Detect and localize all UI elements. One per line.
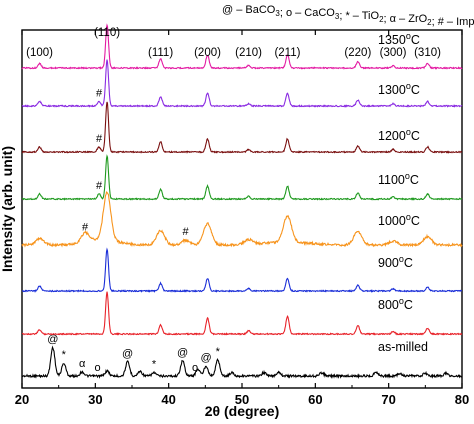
series-line-5 bbox=[21, 101, 463, 154]
series-line-1 bbox=[21, 291, 463, 336]
hkl-label: (310) bbox=[414, 47, 441, 59]
legend-item: α – ZrO bbox=[390, 13, 428, 25]
legend-text: @ – BaCO3; o – CaCO3; * – TiO2; α – ZrO2… bbox=[222, 4, 474, 28]
series-line-7 bbox=[21, 23, 463, 70]
phase-marker: # bbox=[96, 133, 103, 145]
phase-marker: o bbox=[94, 362, 100, 374]
series-label: 1000oC bbox=[378, 212, 420, 228]
series-label: 1200oC bbox=[378, 127, 420, 143]
legend: @ – BaCO3; o – CaCO3; * – TiO2; α – ZrO2… bbox=[222, 4, 474, 28]
series-line-3 bbox=[21, 191, 463, 248]
hkl-label: (100) bbox=[26, 47, 53, 59]
series-label: 1300oC bbox=[378, 81, 420, 97]
series-7: 1350oC bbox=[21, 23, 463, 70]
series-line-2 bbox=[21, 247, 463, 293]
series-label: 800oC bbox=[378, 296, 413, 312]
x-tick-label: 60 bbox=[308, 392, 322, 407]
series-label: as-milled bbox=[378, 340, 428, 354]
phase-marker: # bbox=[82, 221, 89, 233]
phase-marker: @ bbox=[177, 347, 188, 359]
legend-item: o – CaCO bbox=[286, 7, 335, 19]
phase-marker: # bbox=[96, 87, 103, 99]
phase-marker: @ bbox=[200, 352, 211, 364]
phase-marker: o bbox=[192, 362, 198, 374]
hkl-label: (211) bbox=[274, 47, 300, 59]
x-tick-label: 80 bbox=[455, 392, 469, 407]
series-line-0 bbox=[21, 345, 463, 380]
hkl-label: (110) bbox=[94, 27, 120, 39]
series-3: 1000oC # # bbox=[21, 191, 463, 248]
legend-item: * – TiO bbox=[345, 10, 379, 22]
hkl-label: (300) bbox=[380, 47, 407, 59]
x-tick-label: 30 bbox=[88, 392, 102, 407]
series-4: 1100oC # bbox=[21, 154, 463, 201]
x-tick-label: 20 bbox=[15, 392, 29, 407]
series-line-6 bbox=[21, 59, 463, 108]
series-1: 800oC bbox=[21, 291, 463, 336]
phase-marker: @ bbox=[47, 333, 58, 345]
phase-marker: * bbox=[152, 359, 157, 371]
legend-item: # – Impurity phase bbox=[438, 16, 474, 28]
series-label: 900oC bbox=[378, 254, 413, 270]
x-axis-label: 2θ (degree) bbox=[205, 403, 279, 419]
hkl-label: (220) bbox=[344, 47, 371, 59]
series-2: 900oC bbox=[21, 247, 463, 293]
phase-marker: # bbox=[182, 226, 189, 238]
series-6: 1300oC # bbox=[21, 59, 463, 108]
y-axis-label: Intensity (arb. unit) bbox=[0, 146, 15, 272]
phase-marker: * bbox=[62, 349, 67, 361]
x-tick-label: 40 bbox=[161, 392, 175, 407]
series-5: 1200oC # bbox=[21, 101, 463, 154]
phase-marker: @ bbox=[122, 348, 133, 360]
phase-marker: # bbox=[96, 180, 103, 192]
hkl-label: (111) bbox=[148, 47, 173, 59]
legend-item: @ – BaCO bbox=[222, 4, 276, 16]
x-tick-label: 70 bbox=[381, 392, 395, 407]
hkl-label: (200) bbox=[194, 47, 221, 59]
x-tick-label: 50 bbox=[235, 392, 249, 407]
hkl-labels: (100) (110) (111) (200) (210) (211) (220) (300)… bbox=[26, 27, 441, 59]
series-label: 1100oC bbox=[378, 171, 419, 187]
series-0: as-milled@*α o@*@o@* bbox=[21, 333, 463, 380]
axes: 20 30 40 50 60 70 80 2θ (degree) Intensity (arb.… bbox=[0, 30, 469, 419]
series-label: 1350oC bbox=[378, 31, 420, 47]
series-line-4 bbox=[21, 154, 463, 201]
phase-marker: α bbox=[79, 358, 86, 370]
hkl-label: (210) bbox=[235, 47, 262, 59]
phase-marker: * bbox=[216, 346, 221, 358]
